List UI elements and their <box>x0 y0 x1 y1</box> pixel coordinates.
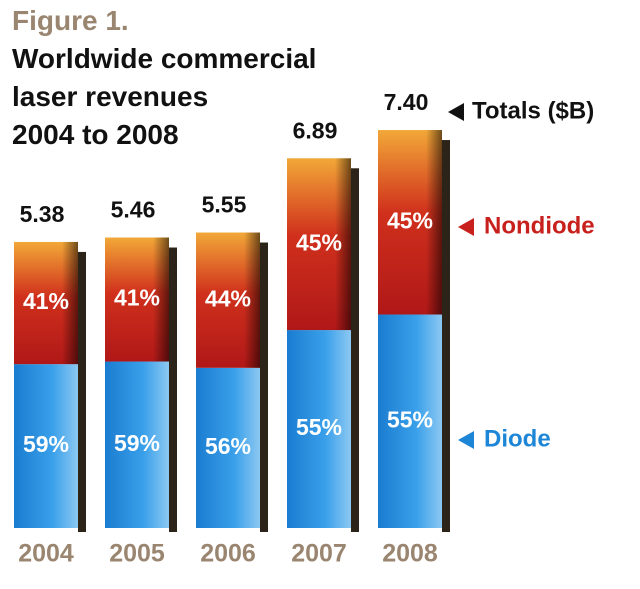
bar-segment <box>378 314 442 528</box>
segment-label: 59% <box>114 430 160 456</box>
segment-label: 55% <box>296 414 342 440</box>
segment-label: 41% <box>114 285 160 311</box>
x-tick-label: 2007 <box>291 540 347 568</box>
segment-label: 56% <box>205 433 251 459</box>
legend-arrow <box>458 431 474 449</box>
bar-shade <box>410 130 442 315</box>
segment-label: 59% <box>23 431 69 457</box>
total-label: 5.55 <box>202 192 247 218</box>
x-tick-label: 2006 <box>200 540 256 568</box>
bar-shadow <box>260 242 268 532</box>
total-label: 6.89 <box>293 117 338 143</box>
legend-diode: Diode <box>484 425 551 452</box>
segment-label: 55% <box>387 406 433 432</box>
bar-shadow <box>351 168 359 532</box>
segment-label: 45% <box>296 229 342 255</box>
chart-title: 2004 to 2008 <box>12 119 179 150</box>
figure-label: Figure 1. <box>12 5 129 36</box>
bar-segment <box>287 330 351 528</box>
segment-label: 41% <box>23 288 69 314</box>
legend-arrow <box>448 103 464 121</box>
chart-title: laser revenues <box>12 81 208 112</box>
bar-shade <box>137 237 169 362</box>
x-tick-label: 2008 <box>382 540 438 568</box>
chart-title: Worldwide commercial <box>12 43 316 74</box>
bar-segment <box>196 367 260 528</box>
legend-totals: Totals ($B) <box>472 97 594 124</box>
bar-shade <box>228 232 260 368</box>
total-label: 7.40 <box>384 89 429 115</box>
bar-segment <box>105 361 169 528</box>
segment-label: 45% <box>387 207 433 233</box>
x-tick-label: 2004 <box>18 540 74 568</box>
x-tick-label: 2005 <box>109 540 165 568</box>
segment-label: 44% <box>205 285 251 311</box>
bar-shade <box>319 158 351 331</box>
bar-shadow <box>169 247 177 533</box>
bar-shadow <box>78 251 86 532</box>
bar-segment <box>14 364 78 528</box>
legend-nondiode: Nondiode <box>484 212 595 239</box>
total-label: 5.46 <box>111 197 156 223</box>
bar-shade <box>46 241 78 365</box>
legend-arrow <box>458 218 474 236</box>
total-label: 5.38 <box>20 201 65 227</box>
bar-shadow <box>442 140 450 533</box>
